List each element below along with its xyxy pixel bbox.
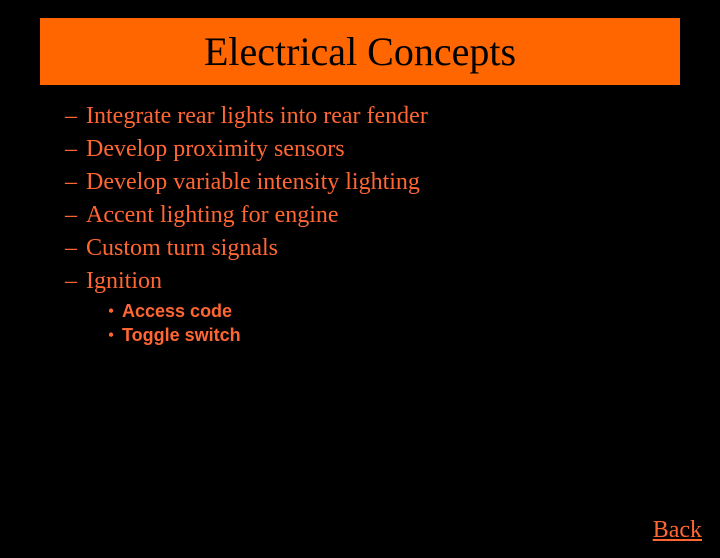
sub-list-item: • Access code bbox=[100, 301, 720, 322]
bullet-text: Integrate rear lights into rear fender bbox=[86, 103, 428, 130]
bullet-marker: – bbox=[56, 202, 86, 229]
list-item: – Accent lighting for engine bbox=[56, 202, 720, 229]
bullet-marker: – bbox=[56, 268, 86, 295]
bullet-marker: – bbox=[56, 136, 86, 163]
bullet-marker: – bbox=[56, 235, 86, 262]
sub-list-item: • Toggle switch bbox=[100, 325, 720, 346]
bullet-text: Accent lighting for engine bbox=[86, 202, 339, 229]
list-item: – Custom turn signals bbox=[56, 235, 720, 262]
list-item: – Ignition bbox=[56, 268, 720, 295]
list-item: – Develop proximity sensors bbox=[56, 136, 720, 163]
sub-bullet-marker: • bbox=[100, 301, 122, 322]
sub-bullet-text: Toggle switch bbox=[122, 325, 241, 346]
sub-bullet-marker: • bbox=[100, 325, 122, 346]
list-item: – Develop variable intensity lighting bbox=[56, 169, 720, 196]
bullet-text: Develop variable intensity lighting bbox=[86, 169, 420, 196]
bullet-text: Custom turn signals bbox=[86, 235, 278, 262]
content-area: – Integrate rear lights into rear fender… bbox=[0, 103, 720, 346]
title-bar: Electrical Concepts bbox=[40, 18, 680, 85]
bullet-marker: – bbox=[56, 169, 86, 196]
sub-bullet-text: Access code bbox=[122, 301, 232, 322]
list-item: – Integrate rear lights into rear fender bbox=[56, 103, 720, 130]
bullet-text: Ignition bbox=[86, 268, 162, 295]
bullet-marker: – bbox=[56, 103, 86, 130]
bullet-text: Develop proximity sensors bbox=[86, 136, 345, 163]
slide-title: Electrical Concepts bbox=[40, 28, 680, 75]
